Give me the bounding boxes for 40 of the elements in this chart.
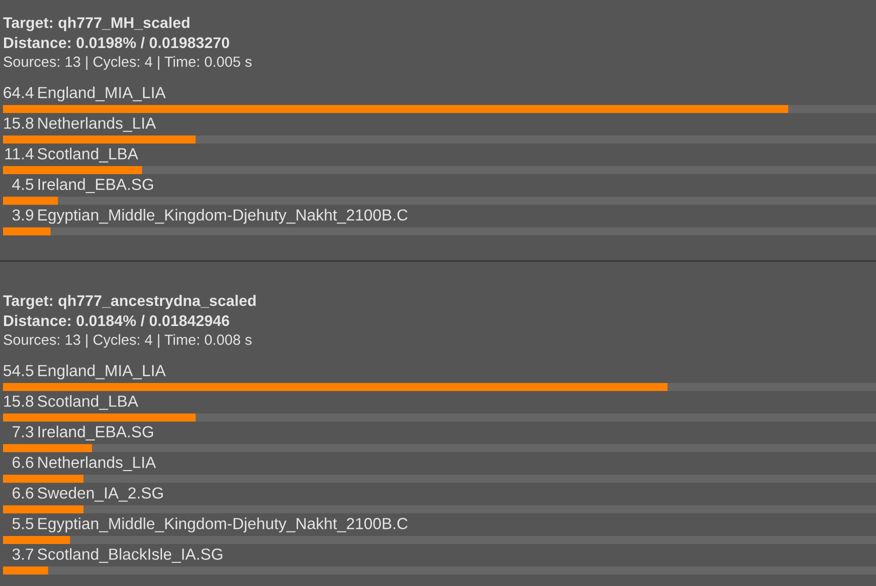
data-label: 6.6 (12, 456, 34, 468)
bar (3, 414, 196, 422)
category-label: Scotland_BlackIsle_IA.SG (38, 548, 222, 563)
bar (3, 227, 51, 236)
category-label: Sweden_IA_2.SG (38, 486, 163, 502)
bar (3, 474, 84, 483)
data-label: 11.4 (5, 148, 34, 160)
chart-subtitle: Distance: 0.0198% / 0.01983270 (4, 36, 230, 48)
chart-title: Target: qh777_MH_scaled (3, 16, 190, 32)
category-label: Ireland_EBA.SG (38, 178, 153, 194)
category-label: Egyptian_Middle_Kingdom-Djehuty_Nakht_2100B.C (38, 518, 408, 532)
category-label: England_MIA_LIA (38, 86, 166, 102)
bar (3, 136, 196, 144)
data-label: 15.8 (4, 118, 34, 129)
data-label: 54.5 (4, 365, 34, 376)
data-label: 7.3 (12, 426, 34, 438)
data-label: 64.4 (4, 86, 34, 98)
bar (3, 505, 84, 514)
data-label: 5.5 (12, 518, 34, 530)
data-label: 6.6 (12, 487, 34, 499)
data-label: 3.7 (12, 548, 34, 560)
category-label: Netherlands_LIA (38, 117, 156, 132)
bar (3, 444, 92, 452)
category-label: Egyptian_Middle_Kingdom-Djehuty_Nakht_2100B.C (38, 208, 408, 224)
bar (3, 196, 58, 205)
category-label: Netherlands_LIA (38, 456, 156, 472)
category-label: England_MIA_LIA (38, 364, 166, 380)
bar (3, 536, 70, 544)
source-note: Sources: 13 | Cycles: 4 | Time: 0.005 s (4, 56, 252, 70)
category-label: Ireland_EBA.SG (38, 426, 153, 440)
source-note: Sources: 13 | Cycles: 4 | Time: 0.008 s (4, 334, 252, 348)
bar (3, 166, 142, 174)
data-label: 15.8 (4, 396, 34, 407)
category-label: Scotland_LBA (38, 148, 138, 162)
data-label: 3.9 (12, 209, 34, 221)
chart-title: Target: qh777_ancestrydna_scaled (3, 294, 256, 310)
category-label: Scotland_LBA (38, 395, 138, 410)
chart-subtitle: Distance: 0.0184% / 0.01842946 (4, 314, 230, 326)
bar (3, 566, 48, 575)
data-label: 4.5 (12, 178, 34, 190)
